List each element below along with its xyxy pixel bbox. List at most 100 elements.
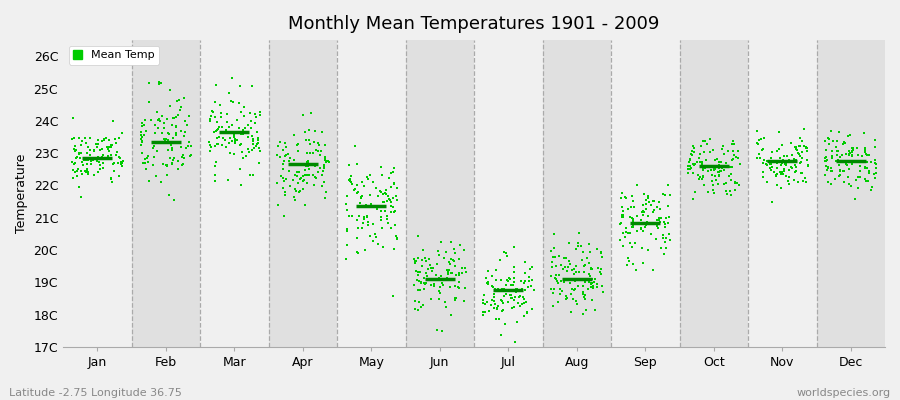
Point — [503, 292, 517, 298]
Point — [775, 160, 789, 167]
Point — [410, 233, 425, 240]
Point — [644, 231, 658, 238]
Point — [837, 139, 851, 145]
Point — [360, 175, 374, 182]
Point — [81, 171, 95, 178]
Point — [486, 284, 500, 290]
Point — [155, 130, 169, 136]
Point — [495, 286, 509, 292]
Point — [300, 180, 314, 186]
Point — [842, 151, 856, 158]
Point — [161, 139, 176, 146]
Point — [650, 216, 664, 223]
Point — [750, 128, 764, 134]
Bar — [748, 40, 816, 347]
Point — [476, 309, 491, 315]
Point — [293, 175, 308, 182]
Point — [66, 175, 80, 182]
Point — [652, 219, 667, 226]
Point — [80, 166, 94, 172]
Point — [790, 147, 805, 153]
Point — [687, 162, 701, 168]
Point — [207, 172, 221, 178]
Point — [169, 130, 184, 137]
Point — [619, 228, 634, 235]
Point — [380, 213, 394, 219]
Point — [566, 296, 580, 302]
Point — [525, 264, 539, 270]
Point — [621, 255, 635, 262]
Point — [381, 219, 395, 226]
Point — [580, 255, 594, 261]
Point — [95, 138, 110, 144]
Point — [413, 279, 428, 286]
Point — [594, 250, 608, 256]
Point — [681, 159, 696, 165]
Point — [842, 165, 857, 172]
Point — [275, 185, 290, 191]
Point — [371, 193, 385, 199]
Point — [177, 95, 192, 102]
Point — [629, 267, 643, 274]
Point — [794, 158, 808, 165]
Point — [844, 153, 859, 159]
Point — [704, 167, 718, 173]
Point — [457, 298, 472, 304]
Point — [486, 304, 500, 311]
Point — [725, 164, 740, 170]
Point — [574, 242, 589, 249]
Point — [497, 292, 511, 299]
Point — [211, 118, 225, 125]
Point — [452, 272, 466, 278]
Point — [153, 117, 167, 124]
Point — [351, 225, 365, 232]
Point — [509, 285, 524, 292]
Point — [800, 145, 814, 152]
Point — [719, 180, 733, 186]
Point — [579, 307, 593, 314]
Point — [309, 127, 323, 134]
Point — [752, 137, 767, 143]
Point — [281, 151, 295, 158]
Point — [315, 183, 329, 190]
Point — [770, 182, 784, 188]
Point — [567, 266, 581, 272]
Point — [565, 267, 580, 274]
Point — [253, 108, 267, 115]
Point — [153, 80, 167, 86]
Point — [174, 144, 188, 151]
Point — [387, 246, 401, 252]
Point — [243, 172, 257, 178]
Point — [181, 143, 195, 149]
Point — [505, 305, 519, 311]
Point — [451, 284, 465, 290]
Point — [717, 167, 732, 174]
Point — [627, 240, 642, 246]
Point — [703, 135, 717, 142]
Point — [860, 165, 874, 171]
Text: Latitude -2.75 Longitude 36.75: Latitude -2.75 Longitude 36.75 — [9, 388, 182, 398]
Point — [137, 132, 151, 138]
Point — [87, 172, 102, 178]
Point — [114, 160, 129, 166]
Point — [232, 125, 247, 131]
Point — [410, 277, 424, 283]
Point — [551, 299, 565, 305]
Point — [452, 256, 466, 263]
Point — [860, 159, 874, 166]
Point — [824, 148, 839, 154]
Point — [306, 162, 320, 168]
Point — [386, 293, 400, 300]
Point — [868, 136, 882, 143]
Point — [526, 277, 540, 284]
Point — [350, 190, 365, 197]
Point — [636, 212, 651, 218]
Point — [114, 130, 129, 136]
Point — [488, 301, 502, 307]
Point — [134, 136, 148, 142]
Point — [559, 296, 573, 303]
Point — [414, 304, 428, 310]
Point — [433, 284, 447, 290]
Point — [91, 137, 105, 144]
Point — [844, 151, 859, 158]
